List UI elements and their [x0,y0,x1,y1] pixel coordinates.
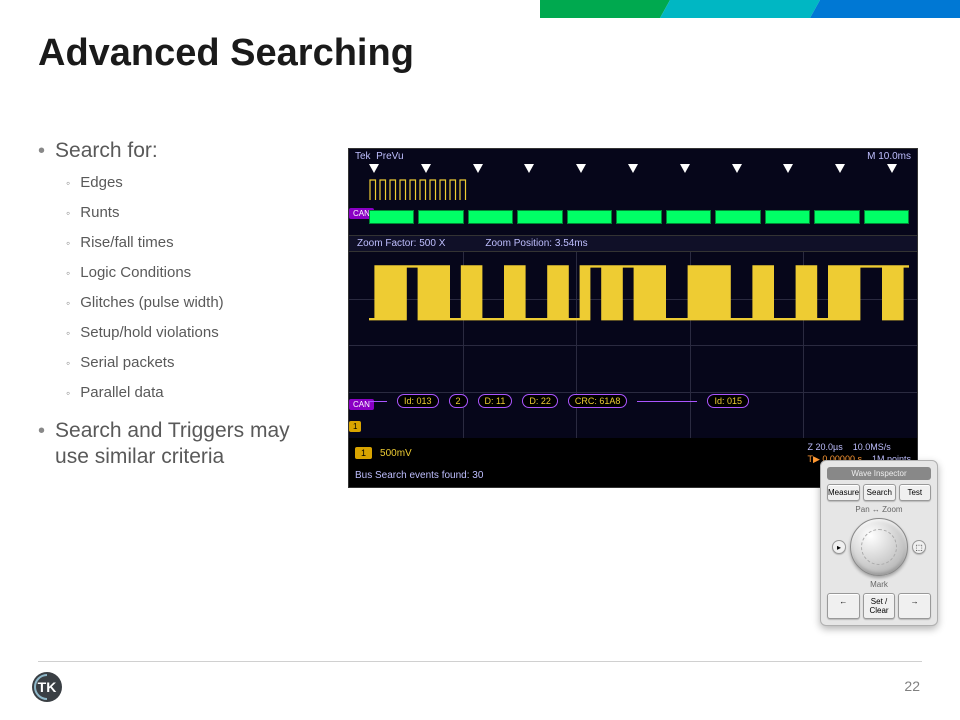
z-scale: Z 20.0µs [808,442,843,452]
slide-title: Advanced Searching [38,32,414,75]
ch1-scale: 500mV [380,448,412,459]
play-pause-button[interactable]: ▸ [832,540,846,554]
scope-mode: PreVu [376,151,403,162]
sub-bullet: Glitches (pulse width) [66,294,328,312]
main-waveform-ch1 [369,252,909,372]
zoom-info-bar: Zoom Factor: 500 X Zoom Position: 3.54ms [349,236,917,252]
prev-mark-button[interactable]: ← [827,593,860,619]
sub-bullet-list: Edges Runts Rise/fall times Logic Condit… [66,174,328,402]
search-button[interactable]: Search [863,484,895,501]
bullet-search-for: Search for: [38,138,328,164]
page-number: 22 [904,678,920,694]
decode-pill: Id: 013 [397,394,439,408]
bullet-search-triggers: Search and Triggers may use similar crit… [38,418,328,470]
sub-bullet: Runts [66,204,328,222]
bullet-text: Search for: [55,138,158,164]
search-marker-row [369,164,897,178]
test-button[interactable]: Test [899,484,931,501]
scope-overview-strip: CAN [349,164,917,236]
brand-logo: TK [32,672,62,702]
overview-bus-decode [369,208,909,226]
sub-bullet: Parallel data [66,384,328,402]
main-bus-decode: Id: 013 2 D: 11 D: 22 CRC: 61A8 Id: 015 [369,392,909,410]
wave-inspector-panel: Wave Inspector Measure Search Test Pan ↔… [820,460,938,626]
mark-label: Mark [827,580,931,589]
decode-pill: 2 [449,394,468,408]
oscilloscope-screenshot: Tek PreVu M 10.0ms CAN Zoom Factor: 500 … [348,148,918,488]
decode-pill: D: 11 [478,394,513,408]
next-mark-button[interactable]: → [898,593,931,619]
zoom-toggle-button[interactable]: ⬚ [912,540,926,554]
brand-accent [540,0,960,18]
channel-indicator: 1 [355,447,372,459]
decode-pill: Id: 015 [707,394,749,408]
sub-bullet: Edges [66,174,328,192]
zoom-factor: Zoom Factor: 500 X [357,238,445,249]
measure-button[interactable]: Measure [827,484,860,501]
scope-header: Tek PreVu M 10.0ms [349,149,917,164]
bullet-text: Search and Triggers may use similar crit… [55,418,328,470]
overview-waveform-ch1 [369,178,469,202]
channel-badge: 1 [349,421,361,432]
footer-divider [38,661,922,662]
sub-bullet: Serial packets [66,354,328,372]
panel-header: Wave Inspector [827,467,931,480]
decode-pill: CRC: 61A8 [568,394,628,408]
sub-bullet: Setup/hold violations [66,324,328,342]
sub-bullet: Rise/fall times [66,234,328,252]
pan-zoom-knob[interactable] [850,518,908,576]
scope-brand: Tek [355,151,371,162]
sub-bullet: Logic Conditions [66,264,328,282]
bullet-content: Search for: Edges Runts Rise/fall times … [38,138,328,480]
sample-rate: 10.0MS/s [853,442,891,452]
set-clear-button[interactable]: Set / Clear [863,593,896,619]
zoom-position: Zoom Position: 3.54ms [485,238,587,249]
decode-pill: D: 22 [522,394,558,408]
scope-timebase: M 10.0ms [867,151,911,162]
scope-main-view: CAN Id: 013 2 D: 11 D: 22 CRC: 61A8 Id: … [349,252,917,438]
pan-zoom-label: Pan ↔ Zoom [827,505,931,514]
